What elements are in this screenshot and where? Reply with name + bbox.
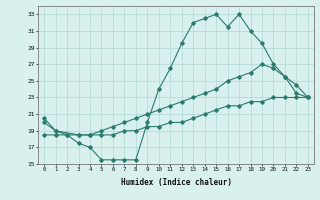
- X-axis label: Humidex (Indice chaleur): Humidex (Indice chaleur): [121, 178, 231, 187]
